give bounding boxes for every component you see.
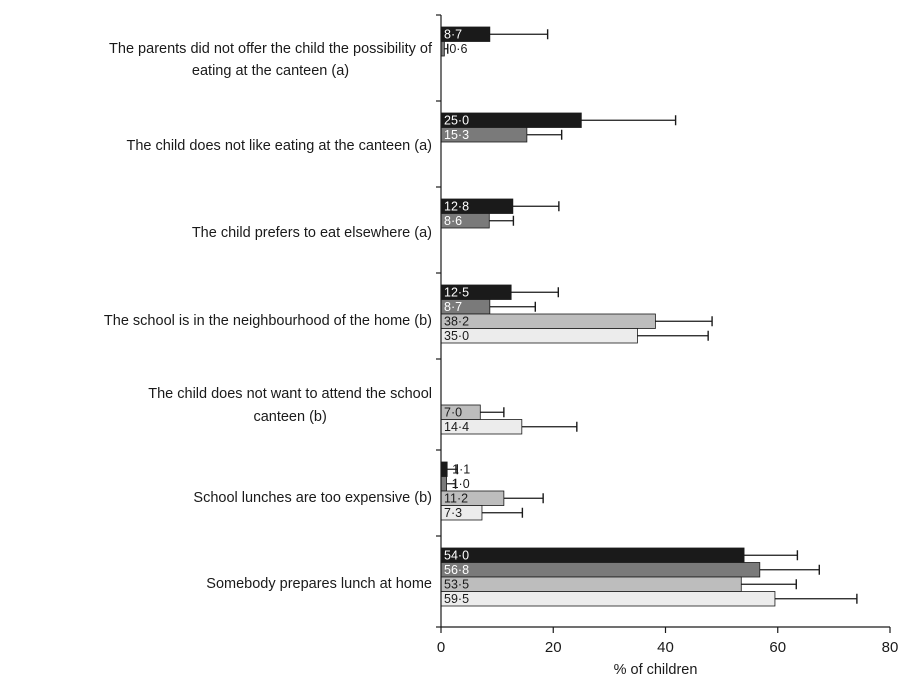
x-tick-label-4: 80 [882,639,899,656]
data-label-6-2: 53·5 [444,578,469,592]
data-label-3-1: 8·7 [444,300,462,314]
data-label-2-0: 12·8 [444,200,469,214]
category-label-6: Somebody prepares lunch at home [206,576,432,592]
bar-6-0 [440,547,745,563]
data-label-1-1: 15·3 [444,128,469,142]
data-label-6-0: 54·0 [444,549,469,563]
data-label-4-3: 14·4 [444,420,469,434]
data-label-3-2: 38·2 [444,315,469,329]
x-ticks: 0 20 40 60 80 [437,627,899,656]
data-label-0-1: 0·6 [449,42,467,56]
bar-6-2 [440,576,742,592]
category-label-1: The child does not like eating at the ca… [127,138,433,154]
bar-3-2 [440,313,656,329]
data-label-5-1: 1·0 [452,477,470,491]
category-labels: The parents did not offer the child the … [104,41,433,592]
data-label-0-0: 8·7 [444,28,462,42]
bar-5-0 [440,461,448,477]
bar-6-3 [440,591,776,607]
data-label-5-3: 7·3 [444,506,462,520]
category-label-4-line-1: canteen (b) [253,409,326,425]
category-label-0-line-0: The parents did not offer the child the … [109,41,433,57]
x-axis-title: % of children [614,662,698,678]
bar-3-3 [440,328,638,344]
x-tick-label-2: 40 [657,639,674,656]
x-tick-label-3: 60 [769,639,786,656]
category-label-5: School lunches are too expensive (b) [193,490,432,506]
bar-6-1 [440,562,761,578]
category-label-0-line-1: eating at the canteen (a) [192,63,349,79]
category-label-3: The school is in the neighbourhood of th… [104,313,432,329]
data-label-1-0: 25·0 [444,114,469,128]
bar-5-1 [440,476,448,492]
x-tick-label-1: 20 [545,639,562,656]
bars-layer: 8·70·625·015·312·88·612·58·738·235·07·01… [440,26,858,607]
x-tick-label-0: 0 [437,639,445,656]
data-label-4-2: 7·0 [444,406,462,420]
data-label-6-3: 59·5 [444,592,469,606]
category-label-4-line-0: The child does not want to attend the sc… [148,386,432,402]
data-label-3-0: 12·5 [444,286,469,300]
data-label-3-3: 35·0 [444,329,469,343]
category-label-2: The child prefers to eat elsewhere (a) [192,225,432,241]
data-label-5-0: 1·1 [452,463,470,477]
data-label-6-1: 56·8 [444,563,469,577]
data-label-5-2: 11·2 [444,492,468,506]
data-label-2-1: 8·6 [444,214,462,228]
